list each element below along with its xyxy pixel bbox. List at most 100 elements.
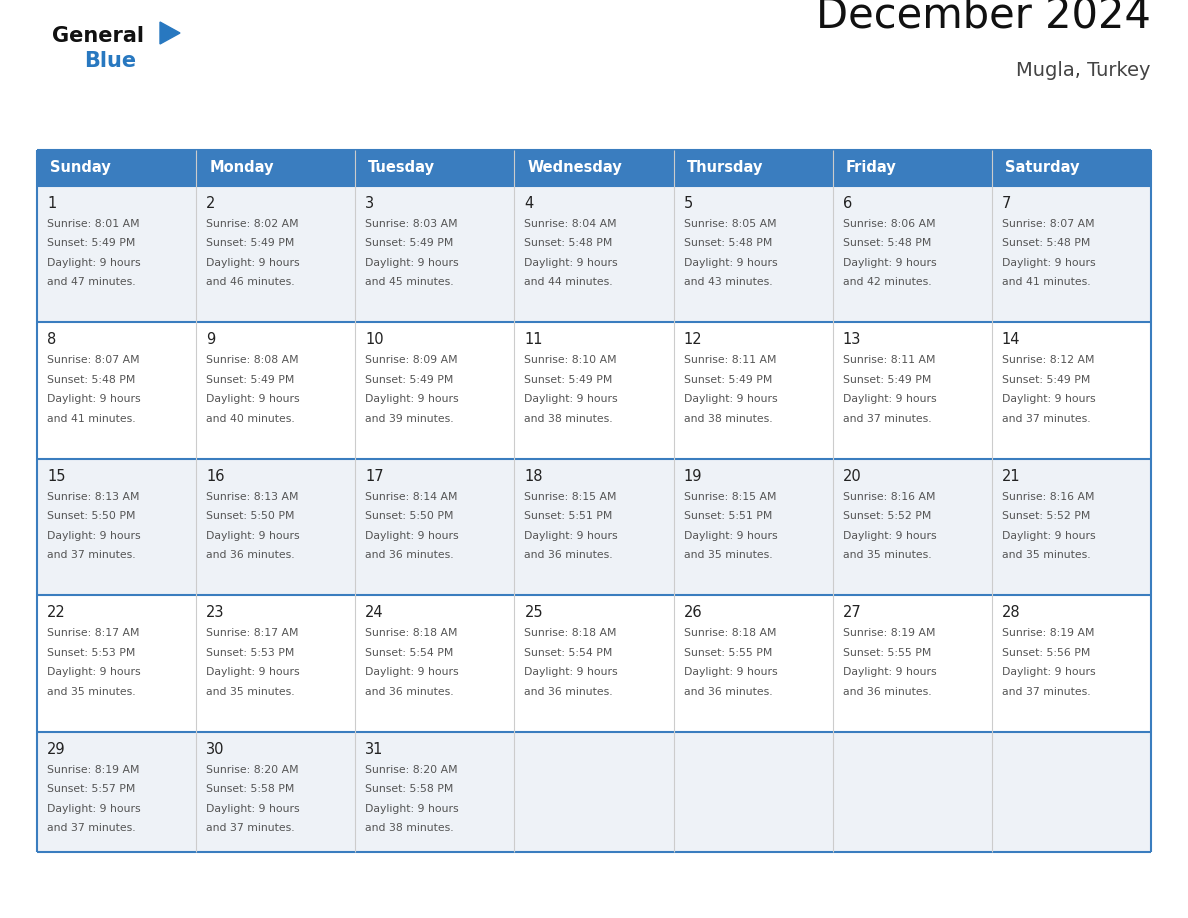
- Text: Sunset: 5:50 PM: Sunset: 5:50 PM: [207, 511, 295, 521]
- Text: Sunrise: 8:17 AM: Sunrise: 8:17 AM: [48, 628, 139, 638]
- Text: Daylight: 9 hours: Daylight: 9 hours: [365, 531, 459, 541]
- Text: Sunset: 5:54 PM: Sunset: 5:54 PM: [365, 647, 454, 657]
- Text: December 2024: December 2024: [816, 0, 1151, 36]
- Text: and 37 minutes.: and 37 minutes.: [842, 413, 931, 423]
- Text: Sunset: 5:50 PM: Sunset: 5:50 PM: [48, 511, 135, 521]
- Text: Sunset: 5:58 PM: Sunset: 5:58 PM: [207, 784, 295, 794]
- Text: and 41 minutes.: and 41 minutes.: [1001, 277, 1091, 287]
- Text: Sunset: 5:49 PM: Sunset: 5:49 PM: [48, 238, 135, 248]
- Text: Sunrise: 8:14 AM: Sunrise: 8:14 AM: [365, 491, 457, 501]
- Text: Sunrise: 8:19 AM: Sunrise: 8:19 AM: [1001, 628, 1094, 638]
- Text: Daylight: 9 hours: Daylight: 9 hours: [365, 258, 459, 267]
- Text: Sunset: 5:54 PM: Sunset: 5:54 PM: [524, 647, 613, 657]
- Text: 18: 18: [524, 468, 543, 484]
- Text: Sunset: 5:49 PM: Sunset: 5:49 PM: [842, 375, 931, 385]
- Text: and 35 minutes.: and 35 minutes.: [683, 550, 772, 560]
- Text: Daylight: 9 hours: Daylight: 9 hours: [524, 258, 618, 267]
- Text: and 37 minutes.: and 37 minutes.: [1001, 687, 1091, 697]
- Polygon shape: [160, 22, 181, 44]
- Text: Friday: Friday: [846, 161, 897, 175]
- Text: Sunset: 5:49 PM: Sunset: 5:49 PM: [207, 375, 295, 385]
- Text: Blue: Blue: [84, 51, 137, 71]
- Text: and 37 minutes.: and 37 minutes.: [48, 823, 135, 833]
- Text: Daylight: 9 hours: Daylight: 9 hours: [1001, 394, 1095, 404]
- Text: Sunset: 5:48 PM: Sunset: 5:48 PM: [524, 238, 613, 248]
- Text: Daylight: 9 hours: Daylight: 9 hours: [683, 258, 777, 267]
- Text: Sunset: 5:49 PM: Sunset: 5:49 PM: [1001, 375, 1091, 385]
- Text: 12: 12: [683, 332, 702, 347]
- Text: Saturday: Saturday: [1005, 161, 1080, 175]
- Text: Sunset: 5:48 PM: Sunset: 5:48 PM: [683, 238, 772, 248]
- Text: 5: 5: [683, 196, 693, 210]
- Bar: [37, 185, 1151, 322]
- Text: Sunrise: 8:01 AM: Sunrise: 8:01 AM: [48, 218, 140, 229]
- Text: Sunrise: 8:19 AM: Sunrise: 8:19 AM: [48, 765, 139, 775]
- Text: Sunrise: 8:04 AM: Sunrise: 8:04 AM: [524, 218, 617, 229]
- Text: Daylight: 9 hours: Daylight: 9 hours: [524, 394, 618, 404]
- Text: 17: 17: [365, 468, 384, 484]
- Text: 23: 23: [207, 605, 225, 620]
- Text: and 44 minutes.: and 44 minutes.: [524, 277, 613, 287]
- Text: and 35 minutes.: and 35 minutes.: [842, 550, 931, 560]
- Text: Sunrise: 8:18 AM: Sunrise: 8:18 AM: [524, 628, 617, 638]
- Text: 28: 28: [1001, 605, 1020, 620]
- Text: Daylight: 9 hours: Daylight: 9 hours: [48, 667, 140, 677]
- Text: Daylight: 9 hours: Daylight: 9 hours: [48, 258, 140, 267]
- Text: Daylight: 9 hours: Daylight: 9 hours: [1001, 667, 1095, 677]
- Text: 26: 26: [683, 605, 702, 620]
- Text: Sunrise: 8:18 AM: Sunrise: 8:18 AM: [365, 628, 457, 638]
- Text: Sunset: 5:49 PM: Sunset: 5:49 PM: [683, 375, 772, 385]
- Text: Sunrise: 8:13 AM: Sunrise: 8:13 AM: [207, 491, 298, 501]
- Text: and 38 minutes.: and 38 minutes.: [365, 823, 454, 833]
- Text: 30: 30: [207, 742, 225, 756]
- Text: 24: 24: [365, 605, 384, 620]
- Text: Tuesday: Tuesday: [368, 161, 435, 175]
- Bar: [37, 150, 1151, 185]
- Text: and 35 minutes.: and 35 minutes.: [1001, 550, 1091, 560]
- Text: Sunrise: 8:11 AM: Sunrise: 8:11 AM: [683, 355, 776, 365]
- Text: 22: 22: [48, 605, 65, 620]
- Text: Daylight: 9 hours: Daylight: 9 hours: [365, 803, 459, 813]
- Text: and 37 minutes.: and 37 minutes.: [48, 550, 135, 560]
- Text: Sunrise: 8:20 AM: Sunrise: 8:20 AM: [365, 765, 457, 775]
- Text: Sunset: 5:49 PM: Sunset: 5:49 PM: [524, 375, 613, 385]
- Text: Daylight: 9 hours: Daylight: 9 hours: [683, 394, 777, 404]
- Text: 15: 15: [48, 468, 65, 484]
- Text: 11: 11: [524, 332, 543, 347]
- Text: Sunset: 5:57 PM: Sunset: 5:57 PM: [48, 784, 135, 794]
- Text: Daylight: 9 hours: Daylight: 9 hours: [842, 531, 936, 541]
- Text: and 38 minutes.: and 38 minutes.: [683, 413, 772, 423]
- Text: Sunset: 5:49 PM: Sunset: 5:49 PM: [365, 375, 454, 385]
- Text: 6: 6: [842, 196, 852, 210]
- Text: Sunday: Sunday: [50, 161, 110, 175]
- Text: 3: 3: [365, 196, 374, 210]
- Text: Sunrise: 8:02 AM: Sunrise: 8:02 AM: [207, 218, 298, 229]
- Text: 10: 10: [365, 332, 384, 347]
- Text: and 47 minutes.: and 47 minutes.: [48, 277, 135, 287]
- Text: and 35 minutes.: and 35 minutes.: [48, 687, 135, 697]
- Text: Sunrise: 8:09 AM: Sunrise: 8:09 AM: [365, 355, 457, 365]
- Text: Daylight: 9 hours: Daylight: 9 hours: [842, 394, 936, 404]
- Text: and 46 minutes.: and 46 minutes.: [207, 277, 295, 287]
- Text: Sunrise: 8:08 AM: Sunrise: 8:08 AM: [207, 355, 298, 365]
- Text: Sunset: 5:49 PM: Sunset: 5:49 PM: [365, 238, 454, 248]
- Text: Sunrise: 8:20 AM: Sunrise: 8:20 AM: [207, 765, 298, 775]
- Text: 14: 14: [1001, 332, 1020, 347]
- Text: 21: 21: [1001, 468, 1020, 484]
- Text: Daylight: 9 hours: Daylight: 9 hours: [48, 394, 140, 404]
- Text: Sunset: 5:52 PM: Sunset: 5:52 PM: [842, 511, 931, 521]
- Text: Daylight: 9 hours: Daylight: 9 hours: [524, 531, 618, 541]
- Text: Thursday: Thursday: [687, 161, 763, 175]
- Text: and 38 minutes.: and 38 minutes.: [524, 413, 613, 423]
- Text: and 39 minutes.: and 39 minutes.: [365, 413, 454, 423]
- Text: and 36 minutes.: and 36 minutes.: [842, 687, 931, 697]
- Text: 25: 25: [524, 605, 543, 620]
- Text: 19: 19: [683, 468, 702, 484]
- Text: Sunrise: 8:05 AM: Sunrise: 8:05 AM: [683, 218, 776, 229]
- Text: General: General: [52, 26, 144, 46]
- Text: 29: 29: [48, 742, 65, 756]
- Text: Sunset: 5:51 PM: Sunset: 5:51 PM: [524, 511, 613, 521]
- Text: Daylight: 9 hours: Daylight: 9 hours: [207, 394, 299, 404]
- Text: Sunset: 5:48 PM: Sunset: 5:48 PM: [48, 375, 135, 385]
- Text: Sunset: 5:58 PM: Sunset: 5:58 PM: [365, 784, 454, 794]
